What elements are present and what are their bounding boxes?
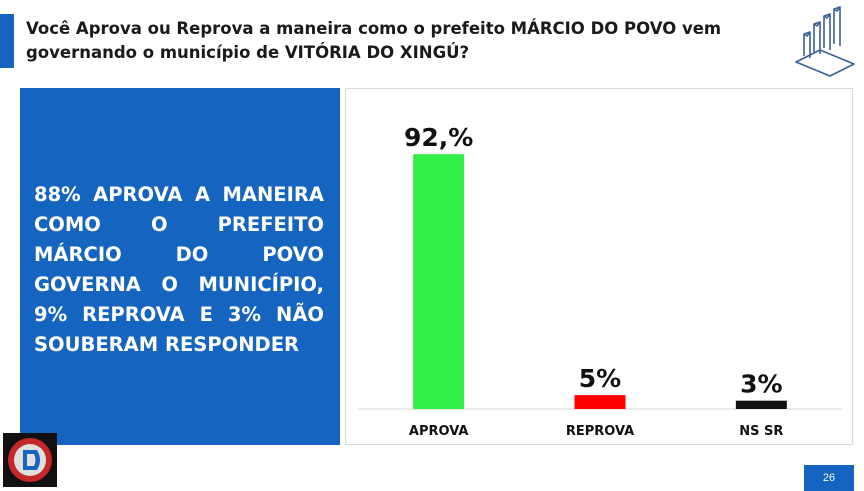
bar-chart-icon (795, 6, 855, 77)
bar-ns-sr (735, 400, 787, 409)
bar-aprova (413, 154, 465, 409)
page-number: 26 (804, 465, 854, 491)
category-label: APROVA (409, 424, 469, 439)
chart-frame: 92,% APROVA 5% REPROVA 3% NS SR (345, 88, 853, 445)
category-label: REPROVA (566, 424, 634, 439)
header-accent-bar (0, 14, 14, 68)
data-label: 92,% (404, 123, 473, 152)
data-label: 3% (740, 370, 782, 399)
summary-panel: 88% APROVA A MANEIRA COMO O PREFEITO MÁR… (20, 88, 340, 445)
bar-reprova (574, 395, 626, 409)
category-label: NS SR (739, 424, 783, 439)
survey-question: Você Aprova ou Reprova a maneira como o … (26, 19, 722, 62)
bar-chart: 92,% APROVA 5% REPROVA 3% NS SR (358, 123, 842, 439)
summary-text: 88% APROVA A MANEIRA COMO O PREFEITO MÁR… (34, 183, 324, 356)
data-label: 5% (579, 364, 621, 393)
logo (3, 433, 57, 487)
